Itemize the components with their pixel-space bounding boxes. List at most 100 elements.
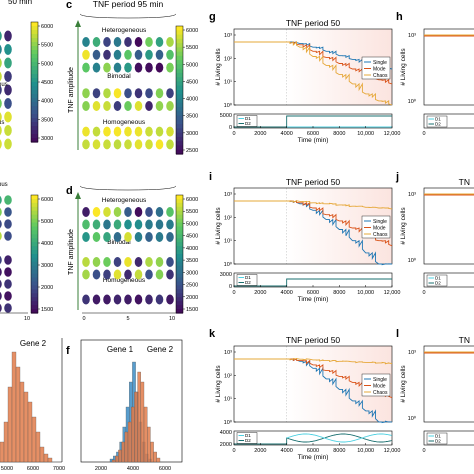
panel-g-legend-label: Single — [373, 60, 387, 66]
panel-b-dots-dot — [4, 291, 12, 301]
panel-b-colorbar-segment — [31, 230, 38, 235]
panel-c-colorbar-segment — [176, 94, 183, 100]
panel-d-colorbar-tick-label: 3500 — [186, 258, 198, 264]
panel-j-frame — [423, 187, 474, 265]
panel-c-colorbar-segment — [176, 51, 183, 57]
panel-d-colorbar-tick-label: 1500 — [186, 307, 198, 313]
panel-a-colorbar-segment — [31, 46, 38, 51]
panel-a-dots-dot — [0, 139, 2, 149]
panel-c-colorbar-segment — [176, 34, 183, 40]
panel-e-label-gene2: Gene 2 — [20, 339, 47, 348]
panel-g-survival-chart: 10³ 10² 10¹ 10⁰ # Living cells TNF period 50 S… — [215, 18, 400, 144]
panel-b-colorbar-frame — [30, 194, 39, 314]
panel-b-colorbar-tick-label: 4000 — [41, 241, 53, 247]
panel-e-gene2-hist-bar — [7, 386, 13, 463]
panel-g-dose-legend-label: D2 — [245, 121, 251, 126]
panel-f-gene2-hist-bar — [143, 406, 148, 463]
panel-c-dots-dot — [113, 126, 122, 137]
panel-i-dose-legend-box — [236, 274, 258, 286]
panel-f-xtick: 2000 — [95, 466, 107, 472]
panel-c-colorbar-tick-label: 3000 — [186, 131, 198, 137]
panel-a-dots-dot — [0, 85, 2, 95]
panel-d-y-arrowhead — [75, 192, 81, 199]
panel-a-colorbar-segment — [31, 54, 38, 59]
panel-i-dose-ytick: 0 — [229, 284, 232, 290]
panel-k-legend-label: Chaos — [373, 390, 388, 396]
panel-d-dots-dot — [113, 207, 122, 217]
panel-c-dots-dot — [134, 139, 143, 150]
panel-c-dots-dot — [113, 101, 122, 111]
panel-c-dots-dot — [113, 49, 122, 60]
panel-d-colorbar-segment — [176, 195, 183, 200]
panel-d-colorbar-segment — [176, 250, 183, 255]
panel-d-dots-dot — [92, 207, 101, 217]
panel-j-ytick-top: 10³ — [408, 192, 416, 198]
panel-d-colorbar-segment — [176, 297, 183, 302]
panel-c-colorbar-segment — [176, 77, 183, 83]
panel-a-colorbar-tick-label: 3500 — [41, 117, 53, 123]
panel-g-xtick-label: 0 — [232, 131, 235, 137]
panel-c-colorbar-segment — [176, 111, 183, 117]
panel-f-gene2-hist-bar — [127, 421, 132, 463]
panel-a-dots-dot — [4, 84, 12, 96]
panel-d-colorbar-segment — [176, 301, 183, 306]
panel-d-dots-dot — [166, 232, 174, 242]
panel-a-colorbar-segment — [31, 102, 38, 107]
panel-a-colorbar-tick-label: 4000 — [41, 99, 53, 105]
panel-d-dots-dot — [124, 219, 132, 230]
panel-h-ylabel: # Living cells — [400, 48, 407, 86]
panel-k-dose-traces — [234, 433, 392, 445]
panel-f-xtick: 6000 — [159, 466, 171, 472]
panel-d-colorbar-segment — [176, 293, 183, 298]
panel-b-colorbar-segment — [31, 195, 38, 200]
panel-d-dots-dot — [166, 207, 174, 217]
panel-d-dots-dot — [124, 269, 132, 280]
panel-k-ytick-label: 10² — [224, 373, 232, 379]
panel-c-colorbar-tick-label: 2500 — [186, 148, 198, 154]
panel-c-dots-dot — [103, 37, 111, 47]
panel-c-dots-dot — [155, 62, 164, 73]
panel-b-colorbar: 6000 5000 4000 3000 2000 1500 — [30, 194, 53, 314]
panel-h-frame — [423, 28, 474, 106]
panel-g-dose-ytick: 5000 — [220, 113, 232, 119]
panel-d-colorbar-segment — [176, 246, 183, 251]
panel-i-xtick-label: 10,000 — [357, 290, 374, 296]
panel-b-dots-dot — [0, 279, 2, 289]
panel-c-colorbar-tick-label: 5500 — [186, 45, 198, 51]
panel-b-dots — [0, 195, 12, 313]
panel-k-dose-d1 — [286, 433, 392, 443]
panel-d-dots-dot — [113, 219, 122, 230]
panel-c-dots-dot — [155, 88, 164, 99]
panel-a-label-heterogeneous: ous — [0, 82, 8, 88]
panel-l-dose-legend-box — [426, 432, 448, 445]
panel-g-title: TNF period 50 — [286, 18, 341, 28]
panel-a-colorbar-segment — [31, 26, 38, 31]
panel-i-legend-label: Chaos — [373, 232, 388, 238]
panel-d-dots-dot — [82, 257, 90, 267]
panel-d-dots-dot — [103, 257, 111, 267]
panel-d-dots-dot — [134, 207, 143, 217]
panel-a-colorbar-segment — [31, 82, 38, 87]
panel-c-dots-dot — [145, 49, 153, 60]
panel-d-colorbar-tick-label: 3000 — [186, 270, 198, 276]
panel-b-colorbar-segment — [31, 238, 38, 243]
panel-c-dots-dot — [82, 62, 90, 73]
panel-g-ytick-label: 10⁰ — [224, 102, 233, 109]
panel-l-ytick-bottom: 10⁰ — [408, 415, 417, 422]
panel-a-dots-dot — [4, 125, 12, 136]
panel-k-xtick-label: 12,000 — [384, 448, 401, 454]
panel-d-dots-dot — [155, 294, 164, 305]
panel-a-colorbar-segment — [31, 114, 38, 119]
panel-d-dots-dot — [124, 232, 132, 242]
panel-d-dots-dot — [82, 219, 90, 230]
panel-a-colorbar-segment — [31, 138, 38, 143]
panel-c-dots-dot — [82, 88, 90, 99]
panel-i-ytick-label: 10² — [224, 215, 232, 221]
panel-c-dots-dot — [155, 37, 164, 47]
panel-c-colorbar-segment — [176, 98, 183, 104]
panel-h-xtick: 0 — [422, 131, 425, 137]
panel-d-dots-dot — [134, 257, 143, 267]
panel-c-colorbar-segment — [176, 132, 183, 138]
panel-a-dots-dot — [4, 44, 12, 55]
